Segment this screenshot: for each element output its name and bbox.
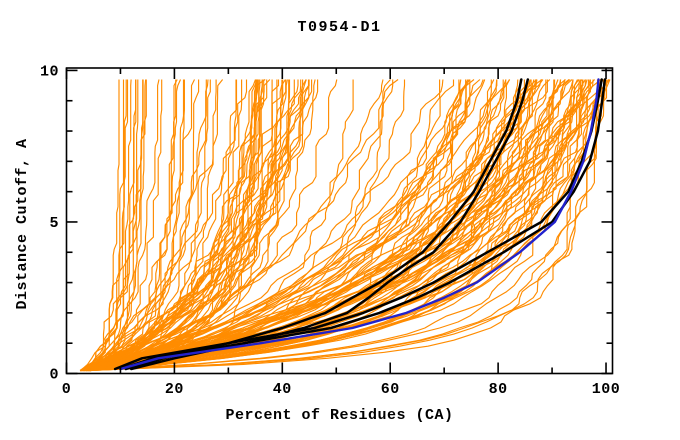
ensemble-curve — [86, 79, 182, 372]
ensemble-curve — [89, 79, 261, 372]
ensemble-curve — [86, 79, 566, 372]
x-axis-label: Percent of Residues (CA) — [225, 407, 453, 424]
x-tick-label: 100 — [592, 381, 621, 398]
ensemble-curve — [89, 79, 127, 371]
ensemble-curve — [88, 79, 316, 372]
ensemble-curve — [80, 79, 238, 372]
ensemble-curve — [84, 79, 224, 371]
ensemble-curve — [82, 79, 268, 372]
ensemble-curve — [83, 79, 538, 372]
ensemble-curve — [90, 79, 599, 372]
ensemble-curve — [90, 79, 469, 372]
plot-frame-border — [65, 67, 614, 375]
ensemble-curve — [89, 79, 601, 372]
ensemble-curve — [87, 79, 603, 372]
ensemble-curve — [86, 79, 495, 372]
x-tick-label: 60 — [381, 381, 400, 398]
ensemble-curve — [88, 79, 608, 372]
best-model-blue-curve — [119, 78, 600, 371]
ensemble-curve — [90, 79, 257, 372]
ensemble-curve — [84, 79, 507, 372]
ensemble-curve — [80, 79, 295, 372]
x-tick-label: 0 — [62, 381, 72, 398]
ensemble-curve — [87, 79, 591, 372]
ensemble-curve — [90, 79, 460, 372]
ensemble-curve — [84, 79, 580, 372]
y-tick-label: 5 — [49, 215, 59, 232]
x-tick-label: 20 — [165, 381, 184, 398]
ensemble-curve — [80, 79, 211, 372]
ensemble-curve — [87, 79, 144, 372]
ensemble-curve — [90, 79, 354, 372]
ensemble-curve — [87, 79, 471, 372]
ensemble-curve — [87, 79, 163, 371]
ensemble-curve — [89, 79, 547, 372]
ensemble-curve — [88, 79, 444, 372]
ensemble-curve — [81, 79, 391, 372]
ensemble-curve — [81, 79, 602, 372]
ensemble-curve — [83, 79, 562, 372]
ensemble-curve — [85, 79, 310, 372]
ensemble-curve — [80, 79, 209, 371]
ensemble-curve — [82, 79, 129, 371]
plot-frame — [65, 67, 614, 375]
highlight-black-1-curve — [113, 78, 523, 371]
ensemble-curve — [86, 79, 467, 372]
ensemble-curve — [88, 79, 200, 372]
ensemble-curve — [83, 79, 571, 372]
ensemble-curve — [85, 79, 406, 372]
ensemble-curve — [88, 79, 196, 371]
x-tick-label: 40 — [273, 381, 292, 398]
highlight-black-4-curve — [129, 78, 607, 371]
ensemble-curve — [89, 79, 338, 372]
ensemble-curves — [79, 79, 611, 372]
ensemble-curve — [88, 79, 283, 372]
y-axis-label: Distance Cutoff, A — [14, 138, 31, 309]
chart-title: T0954-D1 — [297, 19, 381, 36]
ensemble-curve — [87, 79, 185, 372]
ensemble-curve — [86, 79, 475, 372]
tick-labels: 0 20 40 60 80 100 0 5 10 — [40, 63, 620, 398]
ensemble-curve — [82, 79, 178, 372]
x-tick-label: 80 — [489, 381, 508, 398]
ensemble-curve — [81, 79, 160, 371]
ensemble-curve — [80, 79, 207, 372]
ensemble-curve — [89, 79, 258, 372]
highlight-curves — [113, 78, 607, 371]
ensemble-curve — [84, 79, 399, 372]
ensemble-curve — [87, 79, 580, 372]
ensemble-curve — [87, 79, 217, 372]
ensemble-curve — [87, 79, 139, 372]
ensemble-curve — [81, 79, 120, 371]
ensemble-curve — [86, 79, 259, 372]
ensemble-curve — [88, 79, 290, 372]
ensemble-curve — [86, 79, 144, 371]
ensemble-curve — [88, 79, 548, 372]
ensemble-curve — [81, 79, 441, 372]
y-tick-label: 0 — [49, 367, 59, 384]
y-tick-label: 10 — [40, 63, 59, 80]
ensemble-curve — [83, 79, 570, 372]
ensemble-curve — [84, 79, 271, 372]
ensemble-curve — [87, 79, 257, 372]
ensemble-curve — [82, 79, 467, 372]
ensemble-curve — [84, 79, 291, 372]
ensemble-curve — [84, 79, 147, 372]
ensemble-curve — [84, 79, 307, 372]
